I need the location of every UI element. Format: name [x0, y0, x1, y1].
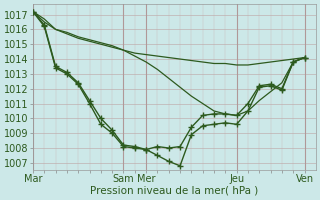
X-axis label: Pression niveau de la mer( hPa ): Pression niveau de la mer( hPa ) — [90, 186, 259, 196]
